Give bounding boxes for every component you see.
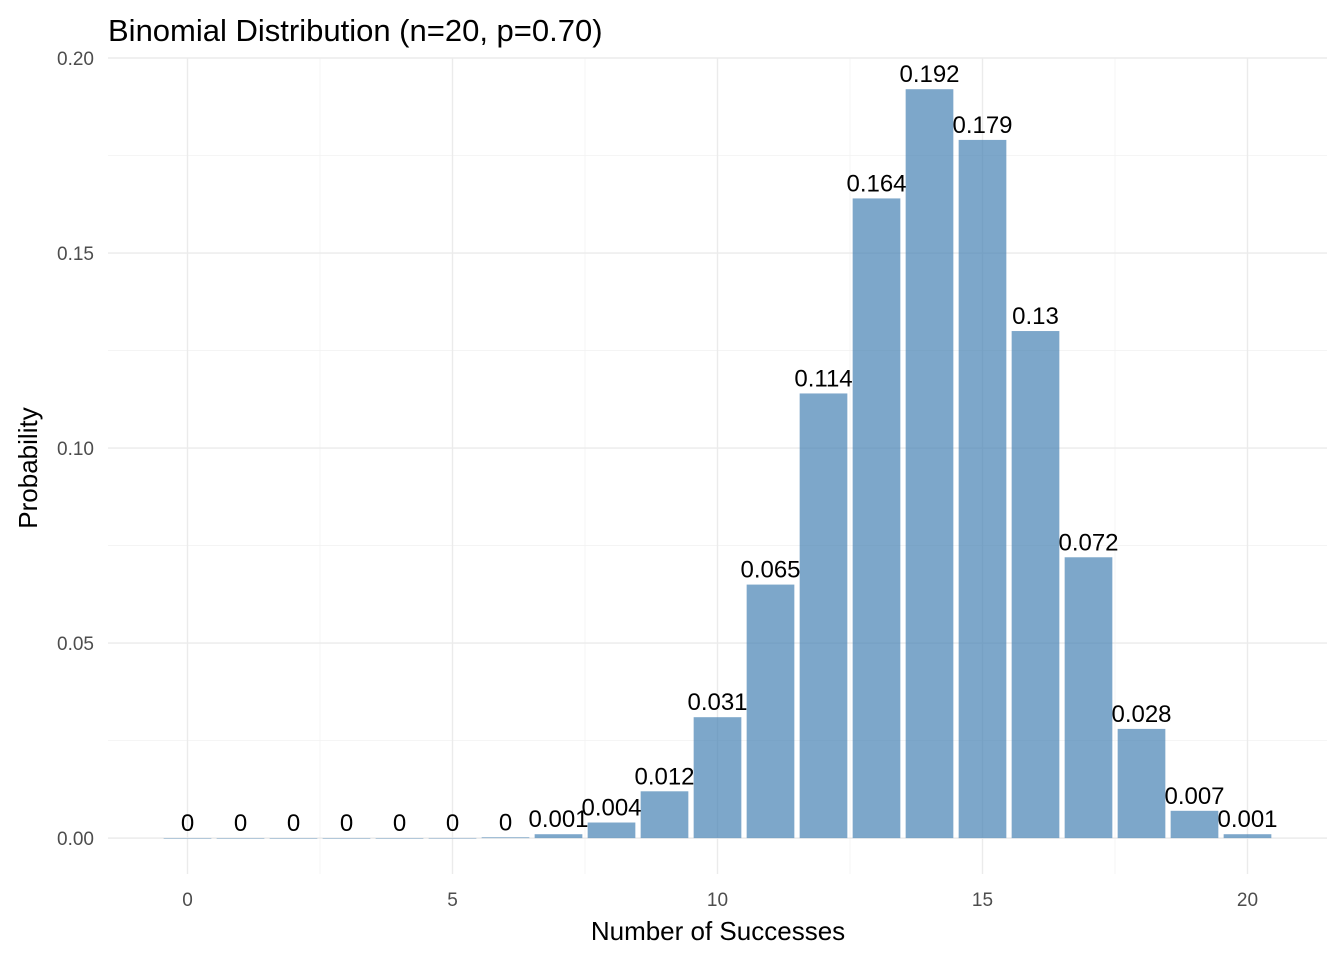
bar-8 <box>587 822 636 839</box>
y-tick-label: 0.00 <box>57 829 94 850</box>
bar-9 <box>640 791 689 839</box>
x-tick-label: 0 <box>182 890 193 911</box>
bar-5 <box>428 837 477 839</box>
bar-labels: 0 0 0 0 0 0 0 0.0010.0040.0120.0310.0650.1140.1… <box>181 61 1278 837</box>
bar-value-label-16: 0.13 <box>1012 303 1059 330</box>
chart-title: Binomial Distribution (n=20, p=0.70) <box>108 13 603 48</box>
bar-20 <box>1223 834 1272 839</box>
x-tick-label: 15 <box>972 890 993 911</box>
bar-value-label-14: 0.192 <box>899 61 959 88</box>
bar-1 <box>216 838 265 839</box>
bar-value-label-20: 0.001 <box>1217 806 1277 833</box>
bar-7 <box>534 834 583 839</box>
bars <box>163 89 1272 839</box>
bar-value-label-7: 0.001 <box>528 806 588 833</box>
bar-19 <box>1170 810 1219 839</box>
bar-13 <box>852 198 901 839</box>
bar-16 <box>1011 331 1060 839</box>
bar-value-label-6: 0 <box>499 809 512 836</box>
y-tick-label: 0.15 <box>57 244 94 265</box>
y-tick-label: 0.20 <box>57 49 94 70</box>
bar-value-label-11: 0.065 <box>740 557 800 584</box>
bar-value-label-1: 0 <box>234 810 247 837</box>
bar-4 <box>375 838 424 839</box>
y-tick-label: 0.10 <box>57 439 94 460</box>
bar-value-label-5: 0 <box>446 810 459 837</box>
x-tick-label: 20 <box>1237 890 1258 911</box>
bar-value-label-2: 0 <box>287 810 300 837</box>
bar-value-label-13: 0.164 <box>846 170 906 197</box>
y-tick-label: 0.05 <box>57 634 94 655</box>
bar-value-label-10: 0.031 <box>687 689 747 716</box>
bar-value-label-8: 0.004 <box>581 795 641 822</box>
bar-value-label-19: 0.007 <box>1164 783 1224 810</box>
bar-17 <box>1064 557 1113 839</box>
bar-value-label-0: 0 <box>181 810 194 837</box>
y-axis-title: Probability <box>13 407 43 528</box>
bar-value-label-9: 0.012 <box>634 763 694 790</box>
bar-6 <box>481 837 530 839</box>
bar-value-label-17: 0.072 <box>1058 529 1118 556</box>
bar-14 <box>905 89 954 839</box>
bar-12 <box>799 393 848 839</box>
bar-11 <box>746 584 795 839</box>
bar-10 <box>693 717 742 839</box>
bar-value-label-12: 0.114 <box>794 365 852 392</box>
bar-value-label-3: 0 <box>340 810 353 837</box>
x-axis-ticks: 0 5 10 15 20 <box>182 890 1258 911</box>
bar-2 <box>269 838 318 839</box>
bar-0 <box>163 838 212 839</box>
x-tick-label: 5 <box>447 890 458 911</box>
bar-value-label-18: 0.028 <box>1111 701 1171 728</box>
bar-3 <box>322 838 371 839</box>
bar-15 <box>958 139 1007 839</box>
bar-value-label-15: 0.179 <box>952 112 1012 139</box>
y-axis-ticks: 0.00 0.05 0.10 0.15 0.20 <box>57 49 94 850</box>
x-axis-title: Number of Successes <box>591 916 845 946</box>
bar-value-label-4: 0 <box>393 810 406 837</box>
bar-18 <box>1117 728 1166 839</box>
x-tick-label: 10 <box>707 890 728 911</box>
